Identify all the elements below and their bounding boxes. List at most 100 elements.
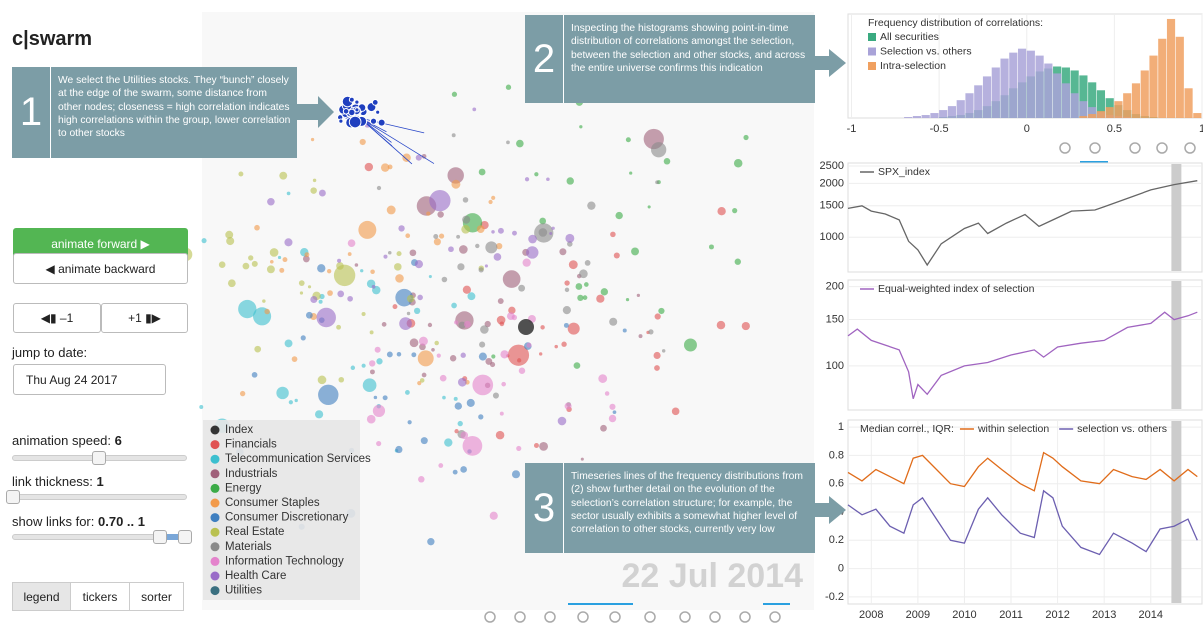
date-input[interactable]: Thu Aug 24 2017 xyxy=(13,364,166,395)
histogram-bar xyxy=(921,115,930,118)
stock-node xyxy=(454,402,463,410)
y-tick-label: 0.4 xyxy=(829,506,844,518)
stock-node xyxy=(568,260,578,270)
legend-swatch xyxy=(210,571,220,581)
histogram-bar xyxy=(1026,50,1035,119)
step-back-button[interactable]: ◀▮ –1 xyxy=(13,303,101,333)
histogram-bar xyxy=(1114,101,1123,118)
stock-node xyxy=(310,187,317,194)
utility-node xyxy=(369,117,378,125)
stock-node xyxy=(610,231,616,238)
stock-node xyxy=(584,282,589,287)
utility-node xyxy=(354,107,360,113)
stock-node xyxy=(395,445,403,454)
stock-node xyxy=(499,411,504,416)
stock-node xyxy=(579,269,588,279)
histogram-bar xyxy=(1088,82,1097,118)
histogram-bar xyxy=(912,116,922,118)
legend-swatch xyxy=(210,542,220,552)
stock-node xyxy=(625,137,631,143)
legend-box xyxy=(203,420,360,600)
slider-range xyxy=(165,534,185,540)
tab[interactable]: legend xyxy=(12,582,71,611)
stock-node xyxy=(534,223,554,243)
callout: 2 Inspecting the histograms showing poin… xyxy=(525,15,815,103)
y-tick-label: 200 xyxy=(826,281,844,293)
stock-node xyxy=(457,377,467,387)
stock-node xyxy=(734,258,741,265)
toolbar-icon xyxy=(484,611,496,623)
tab[interactable]: sorter xyxy=(129,582,184,611)
stock-node xyxy=(451,133,456,138)
stock-node xyxy=(418,476,425,483)
stock-node xyxy=(396,251,402,257)
stock-node xyxy=(478,352,487,361)
y-tick-label: 0.8 xyxy=(829,449,844,461)
stock-node xyxy=(284,238,293,247)
series-line xyxy=(847,489,1198,556)
y-tick-label: 0.2 xyxy=(829,534,844,546)
slider-name: link thickness: xyxy=(12,474,93,489)
stock-node xyxy=(407,420,412,425)
stock-node xyxy=(671,407,680,416)
stock-node xyxy=(492,392,499,399)
stock-node xyxy=(338,376,345,383)
legend-swatch xyxy=(210,556,220,566)
stock-node xyxy=(318,189,326,197)
stock-node xyxy=(317,264,326,273)
animate-backward-button[interactable]: ◀ animate backward xyxy=(13,253,188,284)
stock-node xyxy=(426,211,431,216)
stock-node xyxy=(279,267,285,273)
stock-node xyxy=(291,356,298,362)
stock-node xyxy=(615,211,623,220)
stock-node xyxy=(366,414,376,424)
stock-node xyxy=(414,260,424,269)
histogram-bar xyxy=(939,110,948,118)
tab[interactable]: tickers xyxy=(70,582,130,611)
histogram-bar xyxy=(1017,48,1027,118)
legend-label: Consumer Discretionary xyxy=(225,512,349,524)
stock-node xyxy=(411,352,417,358)
toolbar-icon xyxy=(769,611,781,623)
legend-swatch xyxy=(210,425,220,435)
stock-node xyxy=(584,260,591,266)
stock-node xyxy=(460,466,467,473)
toolbar-icon xyxy=(1059,142,1071,154)
stock-node xyxy=(551,226,555,230)
histogram-title: Frequency distribution of correlations: xyxy=(868,17,1043,29)
slider-name: show links for: xyxy=(12,514,95,529)
link xyxy=(359,117,435,164)
stock-node xyxy=(269,259,274,264)
stock-node xyxy=(201,238,207,244)
stock-node xyxy=(559,248,567,256)
stock-node xyxy=(369,330,374,335)
stock-node xyxy=(716,320,726,330)
stock-node xyxy=(526,246,539,259)
stock-node xyxy=(277,255,282,260)
stock-node xyxy=(242,262,250,270)
utility-node xyxy=(342,108,350,115)
y-tick-label: 0 xyxy=(838,563,844,575)
stock-node xyxy=(636,293,641,297)
stock-node xyxy=(347,295,353,302)
stock-node xyxy=(361,363,366,368)
stock-node xyxy=(466,398,475,407)
histogram-bar xyxy=(965,93,974,118)
stock-node xyxy=(516,139,524,148)
slider-thumb[interactable] xyxy=(178,530,192,544)
step-forward-button[interactable]: +1 ▮▶ xyxy=(101,303,188,333)
slider-thumb[interactable] xyxy=(153,530,167,544)
stock-node xyxy=(575,283,583,290)
y-tick-label: 1000 xyxy=(820,231,844,243)
stock-node xyxy=(638,334,643,339)
histogram-bar xyxy=(991,67,1000,118)
y-tick-label: 0.6 xyxy=(829,478,844,490)
slider-thumb[interactable] xyxy=(92,451,106,465)
slider-thumb[interactable] xyxy=(6,490,20,504)
stock-node xyxy=(264,308,270,315)
stock-node xyxy=(350,365,356,370)
legend-swatch xyxy=(210,586,220,596)
stock-node xyxy=(533,443,539,449)
stock-node xyxy=(462,285,472,294)
stock-node xyxy=(566,177,574,185)
